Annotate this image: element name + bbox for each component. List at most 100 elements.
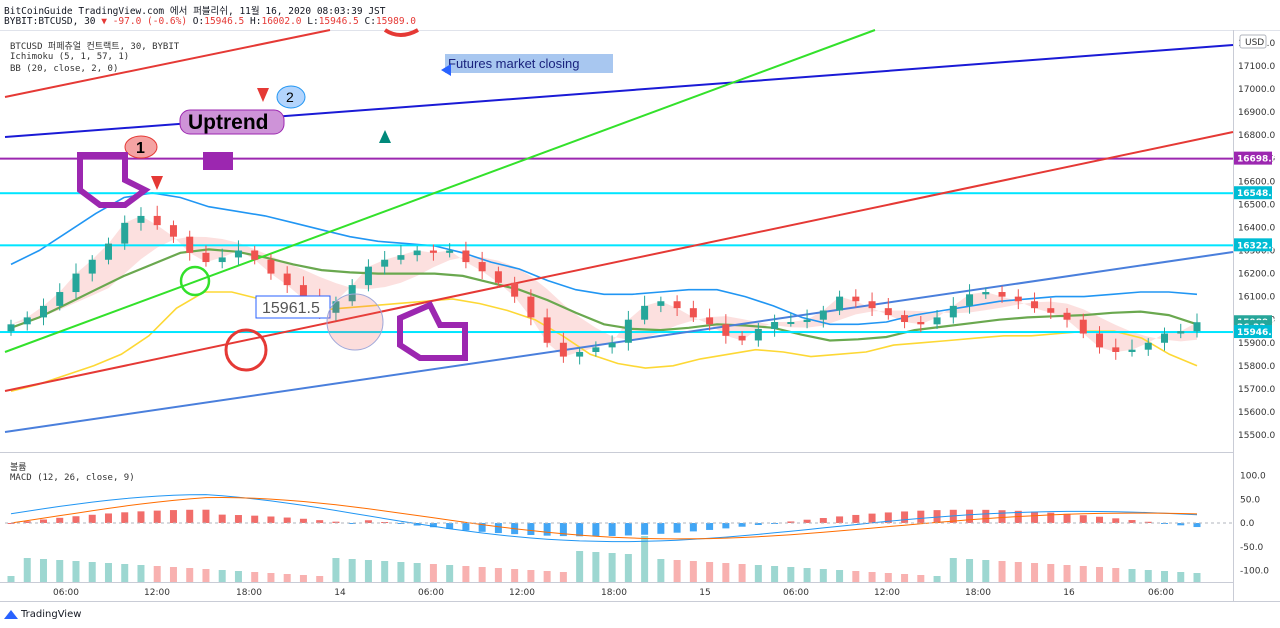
macd-histogram-bar [641, 523, 649, 535]
candle-body [186, 236, 194, 253]
price-tick-label: 16800.0 [1238, 131, 1275, 141]
macd-histogram-bar [88, 514, 96, 523]
cat-face-icon [203, 152, 233, 170]
candle-body [771, 322, 779, 329]
volume-bar [413, 563, 421, 582]
macd-histogram-bar [884, 512, 892, 523]
volume-bar [494, 568, 502, 582]
candle-body [39, 305, 47, 318]
time-tick-label: 14 [334, 588, 346, 598]
symbol-label: BYBIT:BTCUSD, 30 [4, 16, 96, 27]
high-value: 16002.0 [261, 16, 302, 27]
volume-bar [153, 566, 161, 582]
macd-histogram-bar [169, 510, 177, 523]
price-tick-label: 16400.0 [1238, 223, 1275, 233]
macd-histogram-bar [218, 514, 226, 523]
volume-bar [673, 560, 681, 582]
candle-body [397, 255, 405, 260]
badge-1-bubble [124, 135, 158, 159]
volume-bar [982, 560, 990, 582]
candle-body [1096, 333, 1104, 348]
volume-bar [933, 576, 941, 582]
macd-histogram-bar [592, 523, 600, 537]
macd-histogram-bar [933, 510, 941, 523]
macd-histogram-bar [998, 510, 1006, 523]
candle-body [429, 250, 437, 253]
candle-body [218, 257, 226, 263]
volume-bar [559, 572, 567, 582]
volume-bar [771, 566, 779, 582]
arrow-left-icon [441, 64, 451, 76]
candle-body [104, 243, 112, 260]
volume-bar [169, 567, 177, 582]
volume-bar [754, 565, 762, 582]
price-tag-label: 16548.5 [1237, 189, 1278, 199]
candle-body [348, 285, 356, 302]
candle-body [657, 301, 665, 306]
price-tick-label: 16900.0 [1238, 108, 1275, 118]
volume-bar [819, 569, 827, 582]
change-label: ▼ -97.0 (-0.6%) [101, 16, 188, 27]
price-tag [1234, 151, 1272, 165]
candle-body [543, 317, 551, 343]
ohlc-row: BYBIT:BTCUSD, 30 ▼ -97.0 (-0.6%) O:15946… [4, 16, 416, 27]
smiley-icon [179, 265, 211, 297]
macd-histogram-bar [836, 516, 844, 523]
low-value: 15946.5 [318, 16, 359, 27]
volume-bar [283, 574, 291, 582]
macd-histogram-bar [1112, 518, 1120, 523]
volume-bar [722, 563, 730, 582]
volume-bar [121, 564, 129, 582]
macd-line [10, 494, 1198, 543]
macd-histogram-bar [1128, 520, 1136, 523]
thumb-pointer-icon-2 [397, 301, 468, 361]
macd-histogram-bar [819, 518, 827, 523]
macd-histogram-bar [1079, 515, 1087, 523]
macd-histogram-bar [478, 523, 486, 532]
volume-bar [381, 561, 389, 582]
horizontal-level-line [0, 157, 1233, 160]
macd-histogram-bar [1063, 513, 1071, 523]
volume-bar [186, 568, 194, 582]
volume-bar [901, 574, 909, 582]
macd-histogram-bar [348, 523, 356, 524]
volume-bar [462, 566, 470, 582]
tradingview-brand[interactable]: TradingView [4, 609, 81, 620]
horizontal-level-line [0, 244, 1233, 247]
time-tick-label: 12:00 [509, 588, 535, 598]
currency-button-label[interactable]: USD [1245, 38, 1264, 48]
currency-button[interactable] [1239, 34, 1267, 49]
badge-2-label: 2 [286, 89, 294, 105]
candle-body [234, 250, 242, 258]
volume-bar [1063, 565, 1071, 582]
macd-histogram-bar [397, 523, 405, 524]
candle-body [332, 301, 340, 313]
volume-bar [1031, 563, 1039, 582]
candle-body [511, 282, 519, 297]
volume-bar [1096, 567, 1104, 582]
volume-bar [1193, 573, 1201, 582]
volume-bar [364, 560, 372, 582]
price-axis-border [1233, 30, 1234, 602]
volume-bar [397, 562, 405, 582]
macd-histogram-bar [543, 523, 551, 536]
partial-circle-icon [383, 28, 419, 37]
ichimoku-cloud [11, 215, 1197, 357]
trendline-blue-lower [4, 251, 1234, 433]
candle-body [121, 222, 129, 244]
macd-histogram-bar [738, 523, 746, 527]
candle-body [381, 259, 389, 267]
volume-bar [787, 567, 795, 582]
price-tick-label: 16500.0 [1238, 200, 1275, 210]
macd-histogram-bar [104, 513, 112, 523]
high-label: H: [250, 16, 262, 27]
legend-volume: 볼륨 [10, 463, 27, 473]
volume-bar [88, 562, 96, 582]
macd-histogram-bar [608, 523, 616, 536]
volume-bar [429, 564, 437, 582]
candle-body [1128, 349, 1136, 352]
volume-bar [1014, 562, 1022, 582]
macd-histogram-bar [137, 511, 145, 523]
candle-body [56, 292, 64, 306]
